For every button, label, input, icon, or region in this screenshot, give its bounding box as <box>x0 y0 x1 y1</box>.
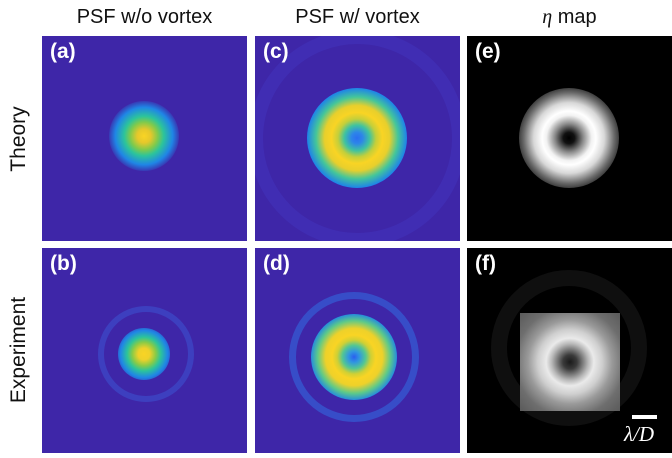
panel-label-b: (b) <box>50 252 77 275</box>
column-title-psf-without-vortex: PSF w/o vortex <box>76 6 213 28</box>
column-title-eta-map: η map <box>467 0 672 34</box>
measured-eta-patch <box>520 313 620 411</box>
scale-bar <box>632 415 657 419</box>
psf-spot <box>109 101 179 171</box>
eta-donut <box>519 88 619 188</box>
faint-outer-ring <box>255 36 460 241</box>
panel-label-f: (f) <box>475 252 496 275</box>
vortex-donut <box>307 88 407 188</box>
panel-label-a: (a) <box>50 40 76 63</box>
panel-a-theory-psf-without-vortex: (a) <box>42 36 247 241</box>
panel-b-experiment-psf-without-vortex: (b) <box>42 248 247 453</box>
panel-e-theory-eta-map: (e) <box>467 36 672 241</box>
panel-d-experiment-psf-with-vortex: (d) <box>255 248 460 453</box>
panel-f-experiment-eta-map: λ/D (f) <box>467 248 672 453</box>
panel-label-d: (d) <box>263 252 290 275</box>
scale-bar-label: λ/D <box>624 422 655 446</box>
column-title-psf-with-vortex: PSF w/ vortex <box>295 6 420 28</box>
psf-spot <box>118 328 170 380</box>
eta-map-text: map <box>552 6 597 28</box>
panel-label-e: (e) <box>475 40 501 63</box>
panel-label-c: (c) <box>263 40 289 63</box>
faint-ring <box>98 306 194 402</box>
row-label-experiment: Experiment <box>7 296 30 404</box>
faint-ring <box>289 292 419 422</box>
eta-symbol: η <box>542 6 553 28</box>
vortex-donut <box>311 314 397 400</box>
panel-c-theory-psf-with-vortex: (c) <box>255 36 460 241</box>
row-label-theory: Theory <box>7 106 30 172</box>
